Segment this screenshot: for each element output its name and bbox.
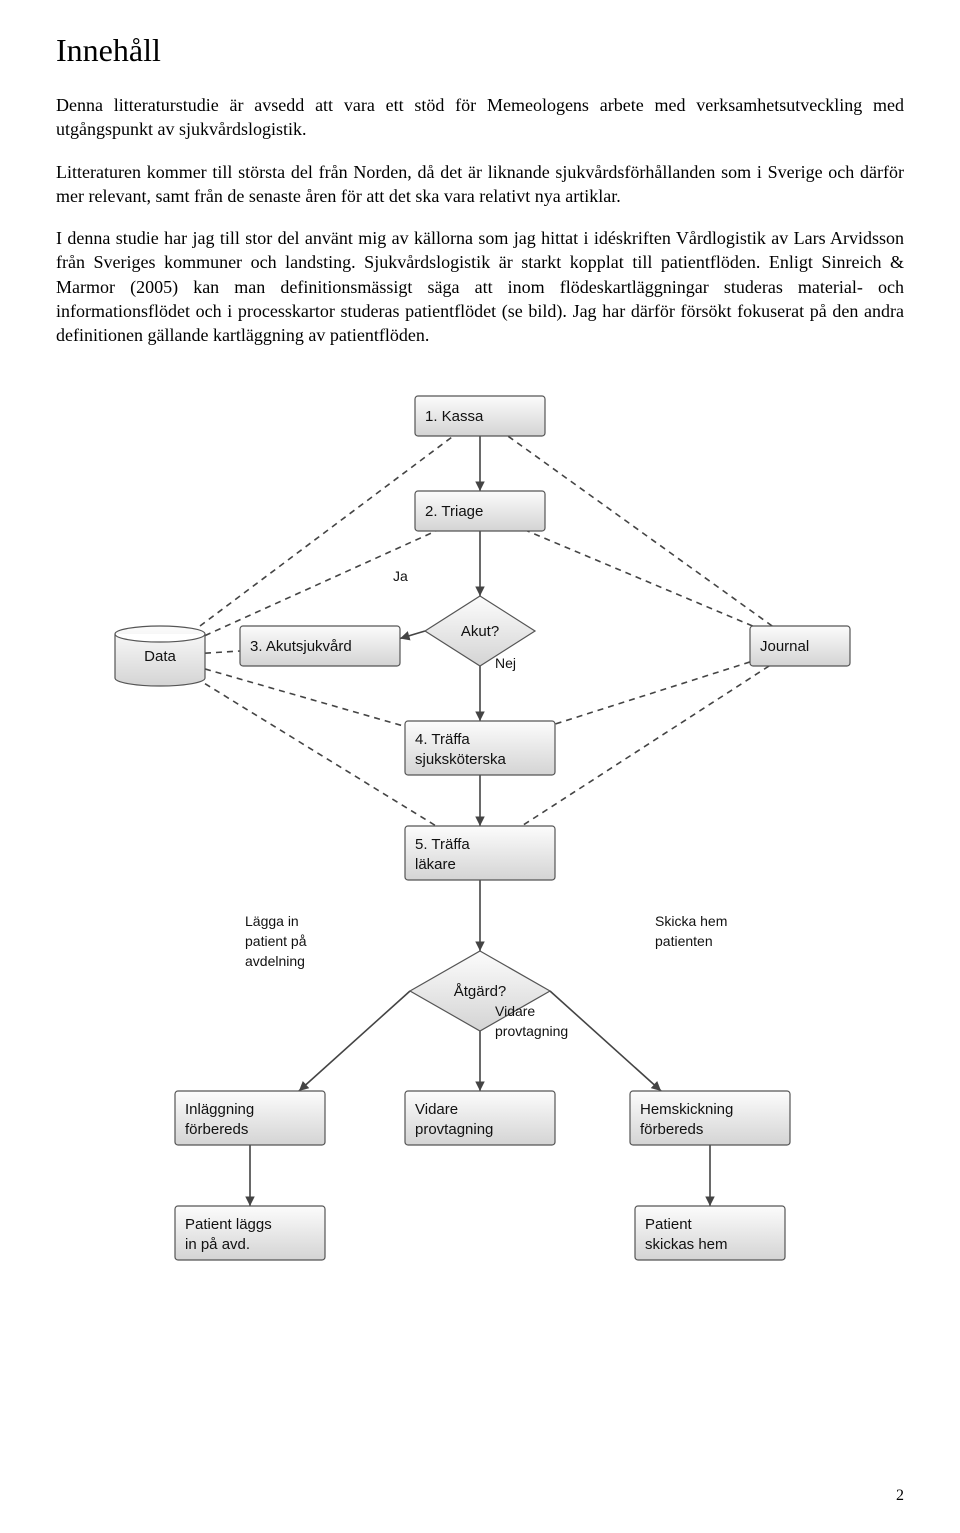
node-traffa_lk: 5. Träffa läkare [405,826,555,880]
node-triage: 2. Triage [415,491,545,531]
svg-text:sjuksköterska: sjuksköterska [415,751,507,768]
node-atgard: Åtgärd? [410,951,550,1031]
flowchart-nodes: 1. Kassa 2. Triage Akut? 3. Akutsjukvård Dat… [115,396,850,1260]
page-heading: Innehåll [56,32,904,69]
paragraph-2: Litteraturen kommer till största del frå… [56,160,904,209]
edge-data-akutsjuk [205,651,240,653]
svg-text:Data: Data [144,648,176,665]
flow-label-8: patienten [655,933,713,949]
edge-data-traffa_lk [205,683,436,825]
svg-text:5. Träffa: 5. Träffa [415,836,470,853]
edge-atgard-hem_forb [550,991,661,1091]
edge-journal-triage [527,531,752,626]
svg-text:Åtgärd?: Åtgärd? [454,983,507,1000]
node-vid_prov: Vidare provtagning [405,1091,555,1145]
svg-text:Vidare: Vidare [415,1101,458,1118]
svg-text:Inläggning: Inläggning [185,1101,254,1118]
edge-journal-kassa [508,436,772,626]
svg-text:Journal: Journal [760,638,809,655]
flow-label-0: Ja [393,568,408,584]
svg-text:in på avd.: in på avd. [185,1236,250,1253]
node-traffa_sk: 4. Träffa sjuksköterska [405,721,555,775]
patient-flowchart: 1. Kassa 2. Triage Akut? 3. Akutsjukvård Dat… [100,366,860,1286]
svg-text:förbereds: förbereds [185,1121,248,1138]
flowchart-container: 1. Kassa 2. Triage Akut? 3. Akutsjukvård Dat… [56,366,904,1286]
paragraph-3: I denna studie har jag till stor del anv… [56,226,904,347]
node-data: Data [115,626,205,686]
node-kassa: 1. Kassa [415,396,545,436]
flow-label-1: Nej [495,655,516,671]
flow-label-6: provtagning [495,1023,568,1039]
svg-text:förbereds: förbereds [640,1121,703,1138]
svg-text:4. Träffa: 4. Träffa [415,731,470,748]
svg-text:provtagning: provtagning [415,1121,493,1138]
node-inl_forb: Inläggning förbereds [175,1091,325,1145]
svg-text:Patient läggs: Patient läggs [185,1216,272,1233]
edge-journal-traffa_sk [555,662,750,724]
document-page: Innehåll Denna litteraturstudie är avsed… [0,0,960,1533]
svg-text:1. Kassa: 1. Kassa [425,408,484,425]
svg-text:3. Akutsjukvård: 3. Akutsjukvård [250,638,352,655]
page-number: 2 [896,1487,904,1505]
node-akut: Akut? [425,596,535,666]
flow-label-5: Vidare [495,1003,535,1019]
paragraph-1: Denna litteraturstudie är avsedd att var… [56,93,904,142]
edge-journal-traffa_lk [522,666,769,826]
node-pat_in: Patient läggs in på avd. [175,1206,325,1260]
svg-text:skickas hem: skickas hem [645,1236,728,1253]
flow-label-4: avdelning [245,953,305,969]
svg-text:Hemskickning: Hemskickning [640,1101,733,1118]
node-pat_hem: Patient skickas hem [635,1206,785,1260]
edge-akut-akutsjuk [400,631,425,639]
flow-label-3: patient på [245,933,307,949]
flow-label-2: Lägga in [245,913,299,929]
svg-text:Patient: Patient [645,1216,693,1233]
node-journal: Journal [750,626,850,666]
edge-data-kassa [200,436,453,626]
edge-atgard-inl_forb [299,991,410,1091]
svg-text:Akut?: Akut? [461,623,499,640]
svg-text:2. Triage: 2. Triage [425,503,483,520]
node-akutsjuk: 3. Akutsjukvård [240,626,400,666]
svg-text:läkare: läkare [415,856,456,873]
edge-data-traffa_sk [205,669,405,727]
node-hem_forb: Hemskickning förbereds [630,1091,790,1145]
flow-label-7: Skicka hem [655,913,727,929]
